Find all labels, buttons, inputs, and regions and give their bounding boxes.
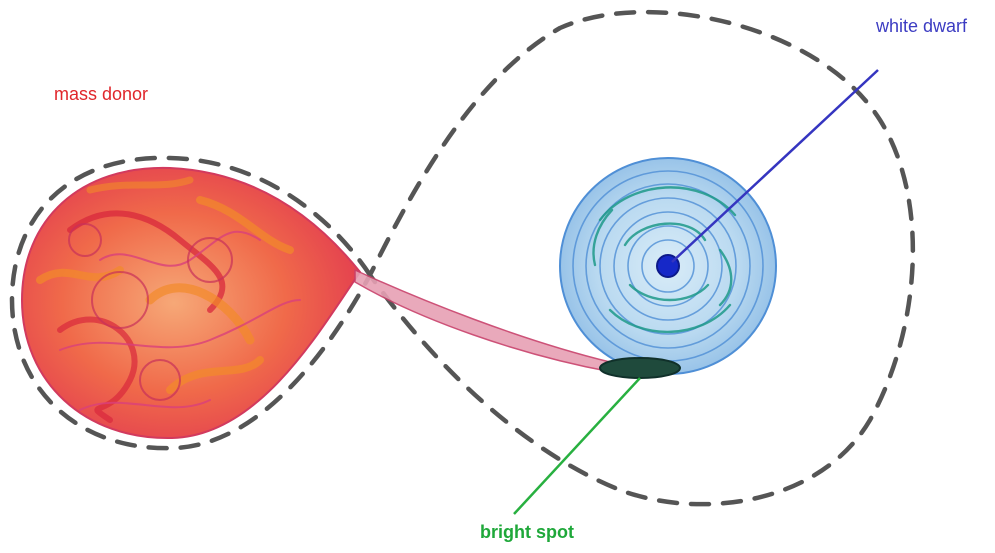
roche-lobe-outline	[9, 9, 916, 507]
mass-donor-label: mass donor	[54, 84, 149, 104]
mass-donor-star	[20, 166, 362, 440]
bright-spot-marker	[599, 357, 681, 379]
white-dwarf-label: white dwarf	[876, 16, 968, 36]
bright-spot-pointer	[513, 377, 641, 515]
white-dwarf-pointer	[671, 69, 879, 263]
bright-spot-label: bright spot	[480, 522, 574, 542]
